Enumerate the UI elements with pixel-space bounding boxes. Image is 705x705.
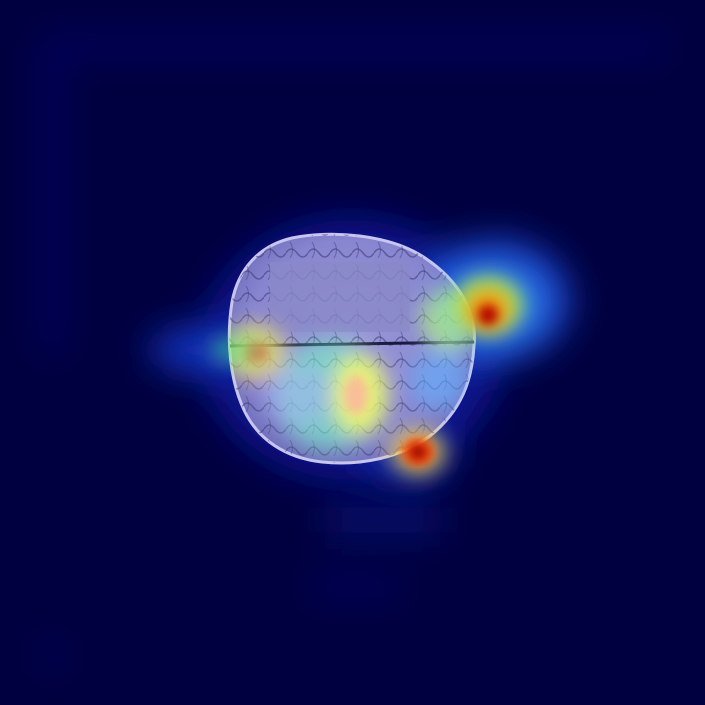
hotspot-left [210,336,270,364]
frame-artifact [38,35,665,669]
hotspot-right [442,267,542,343]
hotspot-lower [390,428,446,476]
brain-slice [227,232,477,465]
